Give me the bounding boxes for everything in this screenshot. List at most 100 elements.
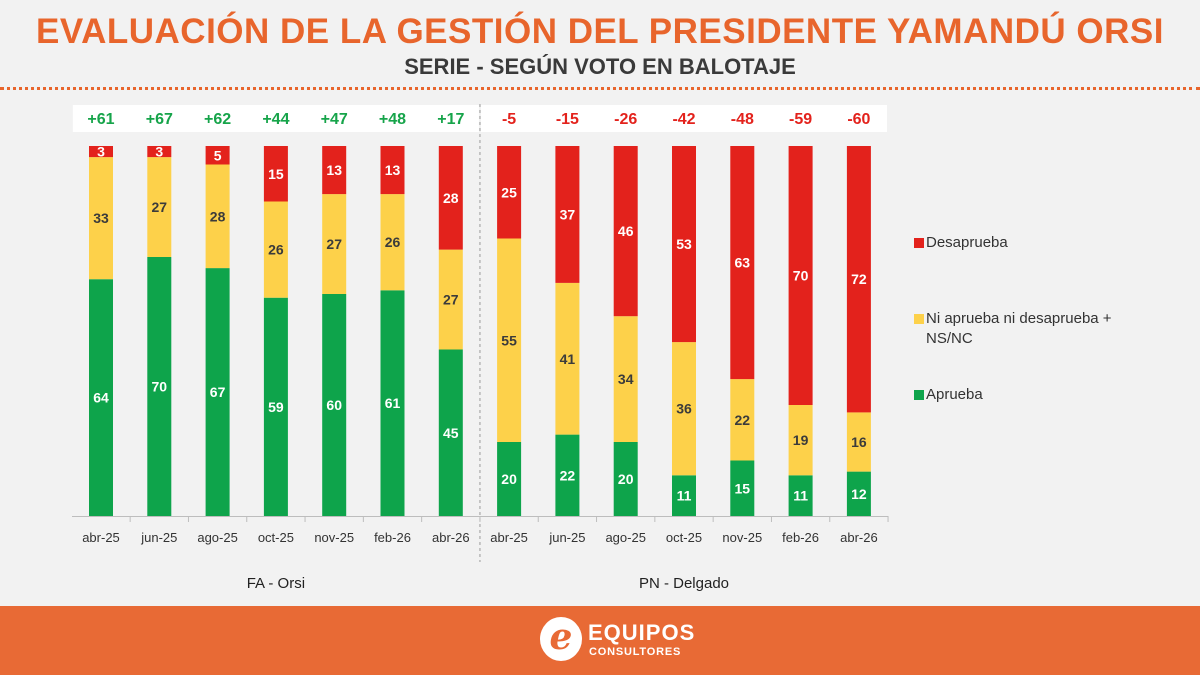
title-divider — [0, 87, 1200, 90]
net-score-label: -60 — [847, 111, 870, 128]
bar-segment-aprueba — [613, 442, 638, 516]
data-label-ni: 36 — [676, 401, 692, 417]
bar-segment-desaprueba — [438, 146, 463, 250]
data-label-aprueba: 67 — [210, 384, 226, 400]
bar-segment-aprueba — [263, 297, 288, 516]
data-label-ni: 28 — [210, 208, 226, 224]
data-label-aprueba: 22 — [560, 467, 576, 483]
net-score-label: +48 — [379, 111, 406, 128]
bar-segment-aprueba — [147, 257, 172, 516]
net-score-label: +47 — [321, 111, 348, 128]
data-label-aprueba: 11 — [793, 488, 808, 504]
footer-bar: e EQUIPOS CONSULTORES — [0, 606, 1200, 675]
x-tick-label: ago-25 — [197, 530, 237, 545]
bar-segment-desaprueba — [147, 146, 172, 158]
bar-segment-ni — [147, 157, 172, 257]
net-score-band — [480, 105, 888, 132]
bar-segment-aprueba — [788, 475, 813, 516]
bar-segment-aprueba — [205, 268, 230, 516]
data-label-desaprueba: 25 — [501, 184, 517, 200]
data-label-ni: 26 — [385, 234, 401, 250]
logo-subtitle: CONSULTORES — [589, 646, 682, 658]
data-label-aprueba: 11 — [677, 488, 692, 504]
x-tick-label: jun-25 — [548, 530, 585, 545]
net-score-label: +44 — [262, 111, 289, 128]
data-label-desaprueba: 28 — [443, 190, 459, 206]
data-label-desaprueba: 15 — [268, 166, 284, 182]
bar-segment-desaprueba — [672, 146, 696, 343]
data-label-aprueba: 64 — [93, 390, 109, 406]
x-tick-label: oct-25 — [258, 530, 294, 545]
net-score-label: -15 — [556, 111, 579, 128]
bar-segment-desaprueba — [89, 146, 113, 158]
bar-segment-desaprueba — [205, 146, 230, 165]
data-label-desaprueba: 72 — [851, 271, 867, 287]
data-label-aprueba: 70 — [152, 379, 168, 395]
chart-subtitle: SERIE - SEGÚN VOTO EN BALOTAJE — [404, 54, 796, 79]
data-label-ni: 19 — [793, 432, 809, 448]
bar-segment-desaprueba — [497, 146, 522, 239]
data-label-ni: 33 — [93, 210, 109, 226]
bar-segment-aprueba — [438, 349, 463, 516]
bar-segment-ni — [205, 164, 230, 269]
bar-segment-ni — [438, 249, 463, 350]
data-label-desaprueba: 63 — [735, 255, 751, 271]
data-label-aprueba: 12 — [851, 486, 867, 502]
x-tick-label: jun-25 — [140, 530, 177, 545]
legend-swatch-ni — [914, 314, 924, 324]
bar-segment-aprueba — [89, 279, 113, 516]
net-score-label: -48 — [731, 111, 754, 128]
data-label-aprueba: 20 — [501, 471, 517, 487]
bar-segment-ni — [672, 342, 696, 476]
bar-segment-ni — [497, 238, 522, 442]
data-label-aprueba: 15 — [735, 480, 751, 496]
data-label-desaprueba: 37 — [560, 206, 576, 222]
bar-segment-desaprueba — [846, 146, 871, 413]
bar-segment-desaprueba — [322, 146, 347, 195]
logo-name: EQUIPOS — [588, 620, 696, 645]
bar-segment-desaprueba — [263, 146, 288, 202]
legend-swatch-desaprueba — [914, 238, 924, 248]
stacked-bar-chart: 64333abr-25+6170273jun-25+6767285ago-25+… — [72, 104, 889, 592]
bar-segment-desaprueba — [555, 146, 580, 283]
bar-segment-ni — [788, 405, 813, 476]
bar-segment-ni — [730, 379, 755, 461]
group-label: FA - Orsi — [247, 575, 305, 592]
data-label-ni: 34 — [618, 371, 634, 387]
x-tick-label: feb-26 — [374, 530, 411, 545]
bar-segment-ni — [380, 194, 405, 291]
bar-segment-aprueba — [846, 471, 871, 516]
bar-segment-desaprueba — [380, 146, 405, 195]
data-label-ni: 16 — [851, 434, 867, 450]
net-score-label: -42 — [672, 111, 695, 128]
data-label-aprueba: 60 — [326, 397, 342, 413]
net-score-label: +62 — [204, 111, 231, 128]
x-tick-label: abr-26 — [840, 530, 878, 545]
bar-segment-ni — [89, 157, 113, 280]
bar-segment-ni — [555, 282, 580, 435]
bar-segment-desaprueba — [788, 146, 813, 405]
data-label-aprueba: 61 — [385, 395, 401, 411]
x-tick-label: feb-26 — [782, 530, 819, 545]
chart-title: EVALUACIÓN DE LA GESTIÓN DEL PRESIDENTE … — [36, 12, 1164, 51]
data-label-desaprueba: 70 — [793, 268, 809, 284]
data-label-ni: 27 — [326, 236, 342, 252]
data-label-ni: 41 — [560, 351, 576, 367]
bar-segment-aprueba — [555, 434, 580, 516]
data-label-desaprueba: 53 — [676, 236, 692, 252]
bar-segment-ni — [846, 412, 871, 472]
bar-segment-ni — [263, 201, 288, 298]
data-label-desaprueba: 5 — [214, 147, 222, 163]
data-label-desaprueba: 13 — [385, 162, 401, 178]
bar-segment-aprueba — [730, 460, 755, 516]
data-label-aprueba: 59 — [268, 399, 284, 415]
legend-label-ni: Ni aprueba ni desaprueba + NS/NC — [926, 310, 1112, 347]
data-label-desaprueba: 3 — [155, 144, 163, 160]
x-tick-label: abr-25 — [490, 530, 528, 545]
x-tick-label: nov-25 — [314, 530, 354, 545]
bar-segment-aprueba — [380, 290, 405, 516]
data-label-ni: 27 — [443, 292, 459, 308]
net-score-label: -26 — [614, 111, 637, 128]
net-score-label: +17 — [437, 111, 464, 128]
net-score-label: +61 — [87, 111, 114, 128]
